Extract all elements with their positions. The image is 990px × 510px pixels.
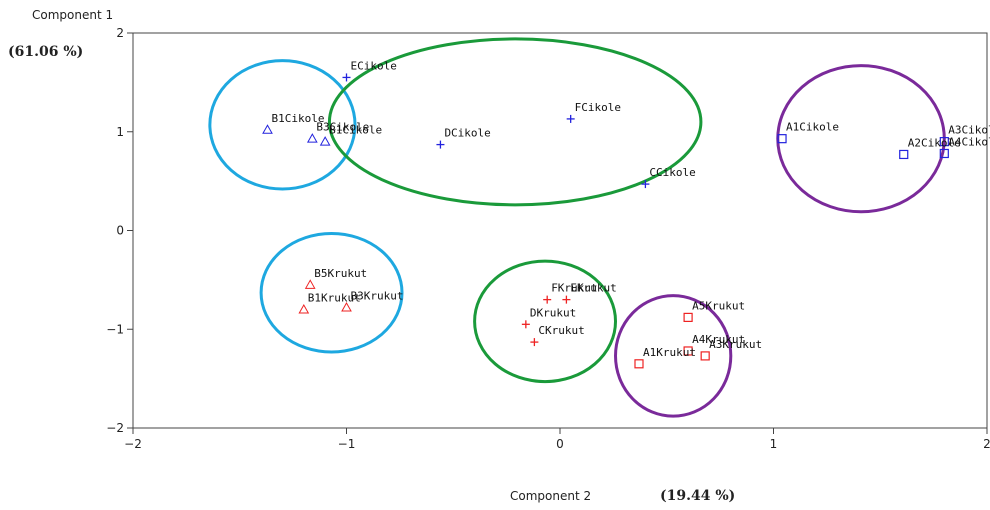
square-marker <box>634 359 644 369</box>
y-tick-label: −1 <box>106 322 124 336</box>
plot-border <box>132 32 988 429</box>
y-axis-percent: (61.06 %) <box>8 44 83 60</box>
y-tick-label: 1 <box>116 125 124 139</box>
square-marker <box>777 134 787 144</box>
x-tick-label: −2 <box>124 437 142 451</box>
group-ellipse <box>208 59 357 191</box>
plus-marker <box>436 140 445 149</box>
group-ellipse <box>473 259 618 384</box>
triangle-marker <box>304 279 316 289</box>
point-label: A5Krukut <box>692 299 745 312</box>
point-label: A4Cikole <box>948 135 990 148</box>
triangle-marker <box>341 302 352 312</box>
x-axis-percent: (19.44 %) <box>660 488 735 504</box>
point-label: B3Cikole <box>316 121 369 134</box>
point-label: EKrukut <box>570 282 616 295</box>
plus-marker <box>342 73 351 82</box>
x-tick-label: −1 <box>338 437 356 451</box>
point-label: DKrukut <box>530 306 576 319</box>
triangle-marker <box>306 133 318 143</box>
point-label: B3Krukut <box>351 290 404 303</box>
point-label: CKrukut <box>538 324 584 337</box>
point-label: A2Cikole <box>908 136 961 149</box>
point-label: A4Krukut <box>692 333 745 346</box>
triangle-marker <box>262 124 273 134</box>
y-tick-label: 0 <box>116 224 124 238</box>
square-marker <box>700 351 710 361</box>
point-label: FKrukut <box>551 282 597 295</box>
y-tick-label: −2 <box>106 421 124 435</box>
point-label: A3Cikole <box>948 124 990 137</box>
point-label: A1Cikole <box>786 121 839 134</box>
point-label: B1Cikole <box>272 112 325 125</box>
group-ellipses <box>208 37 946 418</box>
y-axis-label: Component 1 <box>32 8 113 22</box>
data-points <box>262 73 949 369</box>
point-label: B5Krukut <box>314 267 367 280</box>
y-tick-label: 2 <box>116 26 124 40</box>
x-axis-label: Component 2 <box>510 489 591 503</box>
triangle-marker <box>298 303 310 314</box>
square-marker <box>939 137 949 147</box>
group-ellipse <box>259 231 404 354</box>
plus-marker <box>566 114 575 123</box>
point-label: ECikole <box>351 59 397 72</box>
triangle-marker <box>319 136 331 146</box>
point-label: CCikole <box>649 166 695 179</box>
plus-marker <box>543 295 552 304</box>
square-marker <box>683 312 693 322</box>
x-tick-label: 1 <box>770 437 778 451</box>
point-label: FCikole <box>575 101 621 114</box>
plus-marker <box>641 180 650 189</box>
square-marker <box>899 149 909 160</box>
plot-frame <box>132 32 988 429</box>
x-tick-label: 2 <box>983 437 990 451</box>
axis-ticks: −2 −1 0 1 2 −2 −1 0 1 2 <box>106 26 990 451</box>
point-label: A3Krukut <box>709 338 762 351</box>
plus-marker <box>530 338 539 347</box>
point-label: DCikole <box>444 127 490 140</box>
point-label: B1Krukut <box>308 292 361 305</box>
square-marker <box>939 148 949 159</box>
point-label: B1Cikole <box>329 124 382 137</box>
x-tick-label: 0 <box>556 437 564 451</box>
group-ellipse <box>614 294 733 418</box>
square-marker <box>683 346 693 356</box>
point-label: A1Krukut <box>643 346 696 359</box>
group-ellipse <box>327 37 703 207</box>
plus-marker <box>521 320 530 329</box>
plus-marker <box>562 295 571 304</box>
